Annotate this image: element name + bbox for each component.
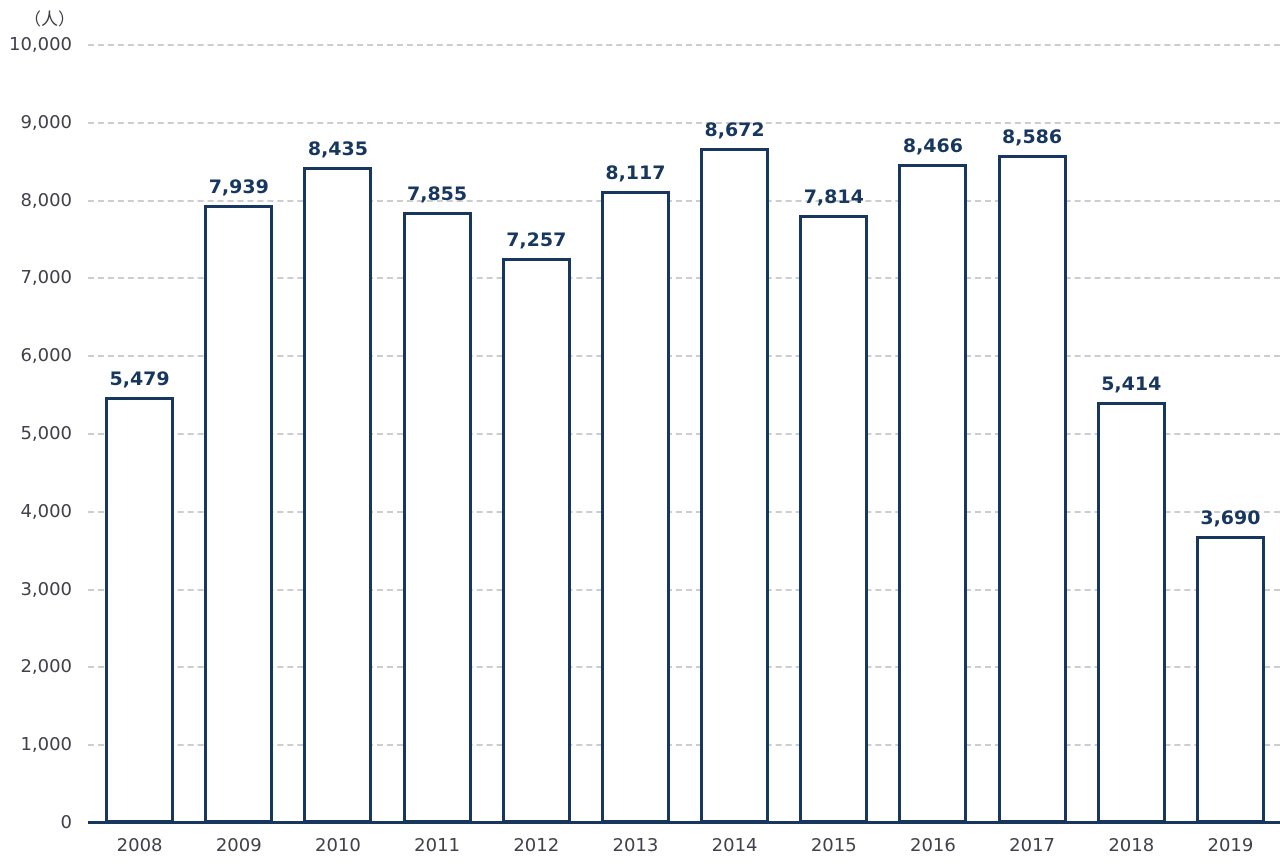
gridline [88,433,1280,435]
bar-2016 [898,164,968,823]
bar-2018 [1096,401,1166,823]
x-axis-tick-label: 2013 [612,835,659,856]
gridline [88,588,1280,591]
gridline [88,355,1280,358]
bar-2012 [501,258,571,823]
gridline [88,277,1280,280]
y-axis-tick-label: 6,000 [20,345,72,367]
y-axis-tick-label: 2,000 [20,656,72,678]
x-axis-tick-label: 2018 [1108,835,1155,856]
bar-value-label: 8,586 [1002,126,1063,148]
gridline [88,666,1280,669]
bar-value-label: 5,414 [1101,372,1162,395]
bar-value-label: 8,672 [704,119,765,142]
bar-2019 [1195,535,1265,823]
gridline [88,199,1280,202]
y-axis-tick-label: 5,000 [20,423,72,444]
bar-2010 [303,166,373,823]
x-axis-tick-label: 2017 [1009,835,1055,856]
bar-2009 [204,205,274,823]
y-axis-tick-label: 1,000 [20,734,72,756]
x-axis-tick-label: 2011 [414,835,460,856]
x-axis-tick-label: 2019 [1207,835,1254,856]
y-axis-tick-label: 10,000 [9,34,72,55]
bar-value-label: 3,690 [1200,506,1261,529]
gridline [88,44,1280,46]
x-axis-tick-label: 2008 [116,835,163,856]
bar-value-label: 8,466 [902,135,963,158]
y-axis-tick-label: 8,000 [20,189,72,211]
bar-value-label: 8,117 [605,162,666,185]
y-axis-tick-label: 9,000 [20,111,72,133]
x-axis-tick-label: 2010 [315,835,361,856]
x-axis-tick-label: 2014 [711,835,758,856]
bar-value-label: 8,435 [307,137,368,160]
x-axis-tick-label: 2015 [810,835,857,856]
bar-value-label: 7,814 [803,186,864,209]
gridline [88,510,1280,513]
x-axis-line [88,821,1280,824]
y-axis-tick-label: 0 [60,812,72,833]
bar-value-label: 7,855 [407,182,468,205]
bar-2014 [700,148,770,823]
bar-value-label: 7,939 [208,176,269,199]
gridline [88,744,1280,747]
y-axis-tick-label: 7,000 [20,267,72,289]
bar-2015 [799,215,869,823]
gridline [88,121,1280,124]
bar-2017 [997,155,1067,823]
x-axis-tick-label: 2009 [215,835,262,856]
bar-2013 [600,191,670,823]
y-axis-tick-label: 4,000 [20,500,72,522]
bar-value-label: 5,479 [109,367,170,390]
bar-value-label: 7,257 [506,229,567,252]
y-axis-unit-label: （人） [24,10,75,30]
x-axis-tick-label: 2016 [910,835,956,856]
y-axis-tick-label: 3,000 [20,578,72,600]
x-axis-tick-label: 2012 [513,835,560,856]
bar-2011 [402,211,472,823]
bar-2008 [105,396,175,823]
